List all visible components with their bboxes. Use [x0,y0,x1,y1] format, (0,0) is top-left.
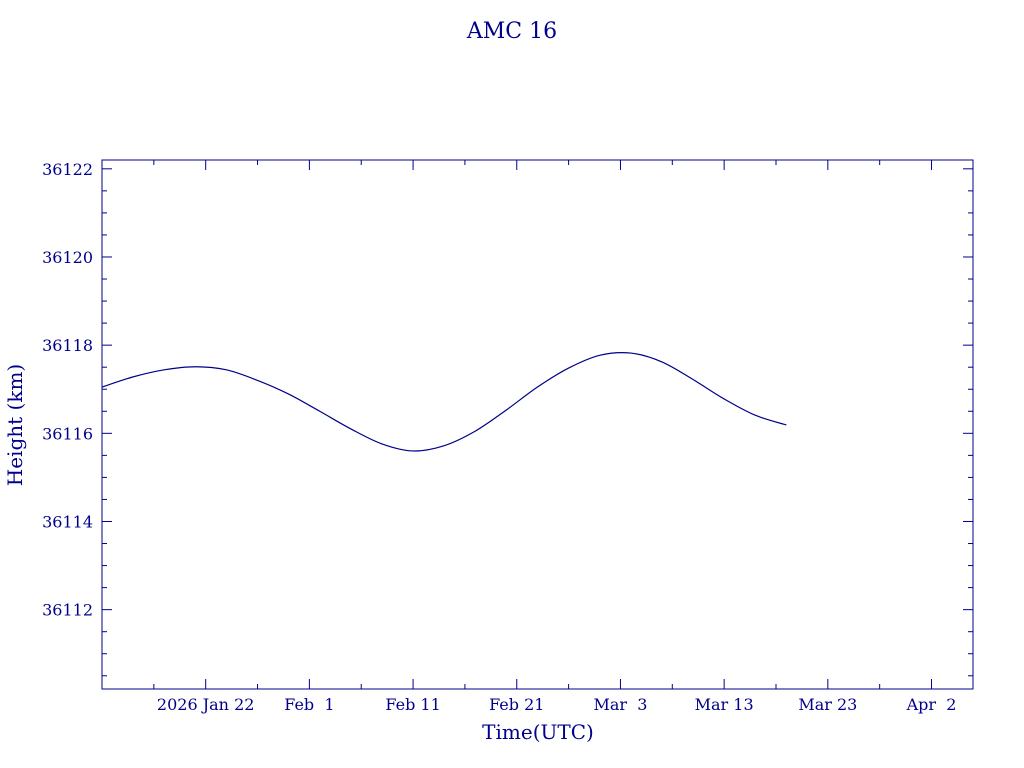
y-tick-label: 36112 [42,601,93,620]
y-tick-labels: 36112 36114 36116 36118 36120 36122 [42,160,93,620]
x-tick-label: Feb 1 [284,695,334,714]
y-tick-label: 36114 [42,512,93,531]
tick-marks [102,160,973,689]
y-tick-label: 36122 [42,160,93,179]
x-tick-label: Mar 3 [593,695,647,714]
x-tick-label: 2026 Jan 22 [157,695,255,714]
x-tick-label: Mar 23 [798,695,857,714]
y-tick-label: 36120 [42,248,93,267]
chart-title: AMC 16 [466,19,557,44]
y-tick-label: 36118 [42,336,93,355]
x-tick-label: Apr 2 [906,695,957,714]
plot-frame [101,159,974,690]
x-tick-label: Feb 11 [385,695,440,714]
y-axis-label: Height (km) [3,364,27,486]
x-tick-label: Feb 21 [489,695,544,714]
x-axis-label: Time(UTC) [482,720,594,744]
x-tick-label: Mar 13 [695,695,754,714]
height-series-line [101,352,787,452]
x-tick-labels: 2026 Jan 22 Feb 1 Feb 11 Feb 21 Mar 3 Mar 13 M… [157,695,956,714]
y-tick-label: 36116 [42,424,93,443]
